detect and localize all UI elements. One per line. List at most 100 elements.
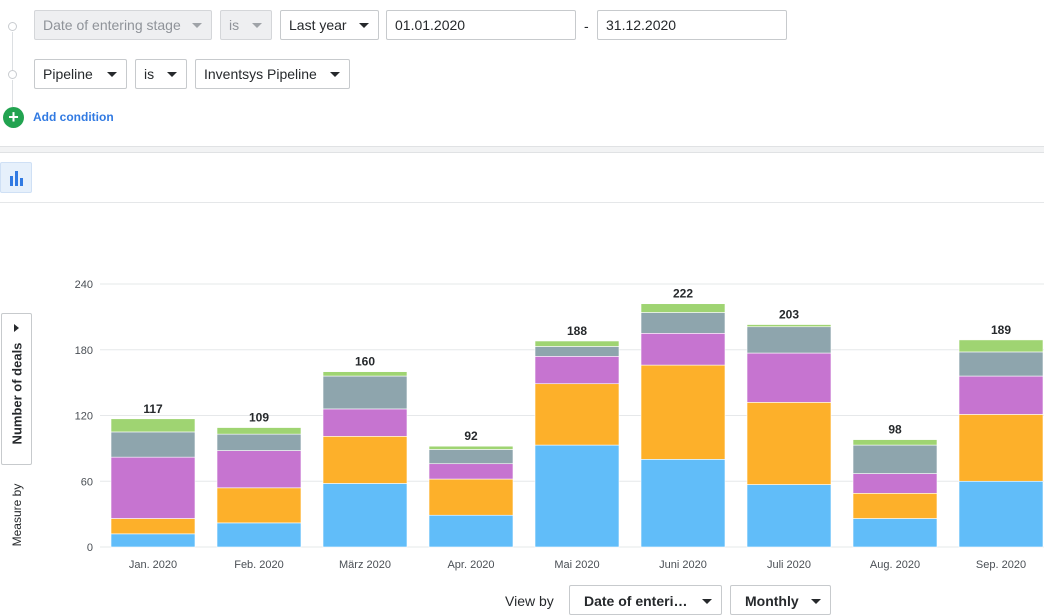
bar-segment [322, 371, 408, 377]
filter-2-operator-select[interactable]: is [135, 59, 187, 89]
chevron-down-icon [252, 23, 262, 28]
chevron-down-icon [167, 72, 177, 77]
bar-segment [746, 484, 832, 548]
bar-segment [746, 324, 832, 328]
bar-total-label: 109 [249, 411, 269, 425]
chevron-down-icon [107, 72, 117, 77]
x-tick-label: März 2020 [339, 559, 391, 571]
bar-segment [216, 427, 302, 435]
filter-1-value-value: Last year [289, 17, 347, 33]
filter-2-field-value: Pipeline [43, 66, 93, 82]
bar-segment [322, 408, 408, 437]
bar-total-label: 92 [464, 429, 478, 443]
chevron-down-icon [359, 23, 369, 28]
bar-segment [216, 433, 302, 451]
x-tick-label: Apr. 2020 [447, 559, 494, 571]
bar-segment [322, 436, 408, 484]
bar-total-label: 189 [991, 323, 1011, 337]
bar-total-label: 222 [673, 287, 693, 301]
bar-segment [216, 450, 302, 489]
bar-total-label: 203 [779, 308, 799, 322]
bar-segment [746, 402, 832, 485]
x-tick-label: Jan. 2020 [129, 559, 177, 571]
filter-bullet [8, 70, 17, 79]
bar-segment [110, 431, 196, 458]
bar-segment [958, 351, 1044, 377]
bar-segment [110, 456, 196, 519]
filter-1-value-select[interactable]: Last year [280, 10, 379, 40]
view-by-label: View by [505, 593, 554, 609]
bar-segment [640, 364, 726, 460]
bar-segment [746, 352, 832, 403]
bar-segment [428, 449, 514, 465]
bar-segment [110, 518, 196, 535]
bar-chart-icon [10, 171, 23, 186]
filter-2-value-value: Inventsys Pipeline [204, 66, 317, 82]
bar-total-label: 98 [888, 423, 902, 437]
chevron-right-icon [14, 324, 19, 332]
toolbar-divider [0, 202, 1044, 203]
bar-segment [110, 533, 196, 548]
bar-segment [958, 375, 1044, 415]
filter-connector-line [12, 32, 13, 72]
bar-segment [534, 346, 620, 357]
date-to-input[interactable]: 31.12.2020 [597, 10, 787, 40]
bar-segment [428, 478, 514, 516]
x-tick-label: Juli 2020 [767, 559, 811, 571]
bar-segment [958, 480, 1044, 548]
bar-segment [640, 312, 726, 334]
filter-1-operator-value: is [229, 17, 240, 33]
chevron-down-icon [330, 72, 340, 77]
bar-segment [958, 414, 1044, 482]
bar-segment [640, 303, 726, 313]
section-divider [0, 146, 1044, 153]
add-condition-icon[interactable]: + [3, 107, 24, 128]
x-tick-label: Aug. 2020 [870, 559, 920, 571]
chevron-down-icon [811, 599, 821, 604]
y-tick-label: 180 [75, 345, 93, 357]
date-range-separator: - [584, 18, 589, 34]
filter-1-field-value: Date of entering stage [43, 17, 181, 33]
bar-total-label: 188 [567, 324, 587, 338]
bar-segment [640, 333, 726, 366]
bar-segment [428, 514, 514, 548]
view-by-interval-value: Monthly [745, 593, 799, 609]
bar-total-label: 117 [143, 402, 163, 416]
date-from-input[interactable]: 01.01.2020 [386, 10, 576, 40]
y-tick-label: 0 [87, 542, 93, 554]
bar-segment [534, 356, 620, 385]
x-tick-label: Mai 2020 [554, 559, 599, 571]
x-tick-label: Sep. 2020 [976, 559, 1026, 571]
bar-segment [428, 445, 514, 450]
bar-segment [322, 375, 408, 410]
bar-segment [110, 418, 196, 433]
measure-by-select[interactable]: Number of deals [1, 313, 32, 465]
y-tick-label: 60 [81, 476, 93, 488]
bar-segment [852, 473, 938, 494]
bar-segment [958, 339, 1044, 353]
filter-2-value-select[interactable]: Inventsys Pipeline [195, 59, 350, 89]
chevron-down-icon [192, 23, 202, 28]
filter-2-field-select[interactable]: Pipeline [34, 59, 127, 89]
filter-1-operator-select[interactable]: is [220, 10, 272, 40]
filter-connector-line [12, 80, 13, 107]
y-tick-label: 240 [75, 279, 93, 291]
view-by-interval-select[interactable]: Monthly [730, 585, 831, 615]
bar-segment [534, 340, 620, 347]
add-condition-link[interactable]: Add condition [33, 110, 114, 124]
x-tick-label: Feb. 2020 [234, 559, 284, 571]
view-by-field-select[interactable]: Date of enteri… [569, 585, 722, 615]
x-tick-label: Juni 2020 [659, 559, 707, 571]
bar-segment [640, 459, 726, 548]
bar-segment [534, 383, 620, 446]
chart-type-button[interactable] [0, 162, 32, 193]
bar-segment [216, 487, 302, 524]
bar-segment [852, 518, 938, 548]
bar-segment [322, 483, 408, 548]
bar-segment [852, 439, 938, 446]
bar-segment [428, 463, 514, 480]
date-from-value: 01.01.2020 [395, 17, 466, 33]
filter-1-field-select[interactable]: Date of entering stage [34, 10, 212, 40]
bar-segment [852, 493, 938, 519]
